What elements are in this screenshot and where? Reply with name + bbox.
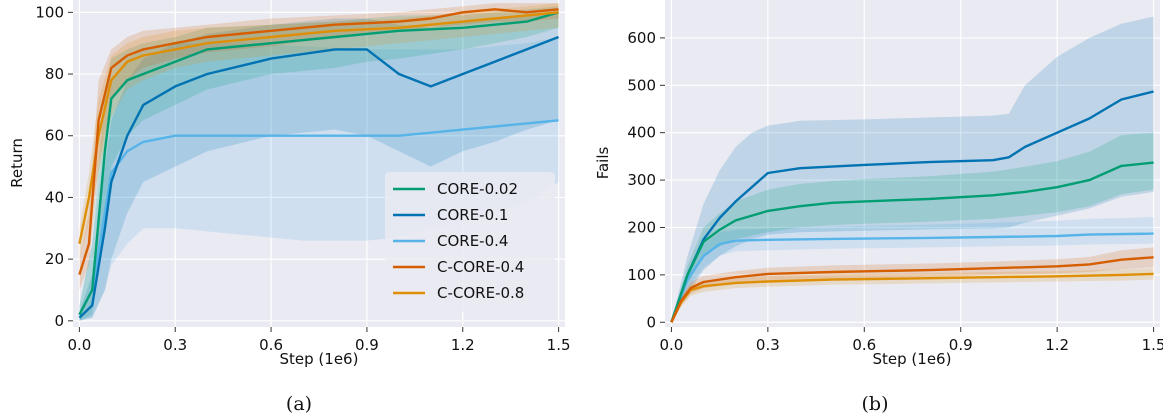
panel-b-x-tick-label: 0.0 bbox=[659, 336, 683, 354]
panel-a-line-c-core-04 bbox=[78, 8, 559, 275]
panel-a-y-tick-label: 60 bbox=[45, 127, 64, 145]
panel-a-x-tick-label: 0.3 bbox=[163, 336, 187, 354]
panel-a-y-tick-label: 80 bbox=[45, 65, 64, 83]
panel-b-x-tick-label: 0.3 bbox=[756, 336, 780, 354]
panel-a-x-ticks: 0.0 0.3 0.6 0.9 1.2 1.5 bbox=[67, 327, 571, 354]
panel-b-line-core-002 bbox=[670, 161, 1154, 323]
panel-a-y-ticks: 0 20 40 60 80 100 bbox=[35, 3, 73, 330]
panel-b: 0.0 0.3 0.6 0.9 1.2 1.5 0 100 200 300 400 500 600 S… bbox=[594, 0, 1163, 415]
panel-a-legend: CORE-0.02 CORE-0.1 CORE-0.4 C-CORE-0.4 C-COR… bbox=[385, 172, 555, 312]
panel-b-line-core-01 bbox=[670, 90, 1154, 323]
panel-b-lines bbox=[670, 90, 1154, 323]
panel-b-y-ticks: 0 100 200 300 400 500 600 bbox=[627, 29, 665, 331]
panel-a-band-c-core-08 bbox=[79, 3, 559, 260]
panel-a-x-tick-label: 0.0 bbox=[67, 336, 91, 354]
panel-b-y-tick-label: 200 bbox=[627, 218, 656, 236]
panel-b-x-tick-label: 0.6 bbox=[852, 336, 876, 354]
panel-b-caption: (b) bbox=[862, 393, 889, 415]
panel-a-lines bbox=[78, 8, 560, 319]
panel-a-line-c-core-08 bbox=[78, 11, 559, 244]
panel-a: 0.0 0.3 0.6 0.9 1.2 1.5 0 20 40 60 80 100 Step (1e… bbox=[8, 0, 571, 415]
panel-a-y-tick-label: 100 bbox=[35, 3, 64, 21]
panel-b-band-core-04 bbox=[671, 217, 1154, 323]
panel-b-x-tick-label: 0.9 bbox=[949, 336, 973, 354]
panel-b-line-c-core-04 bbox=[670, 256, 1154, 323]
panel-a-bands bbox=[79, 3, 559, 321]
panel-a-line-core-01 bbox=[78, 35, 560, 319]
panel-b-y-tick-label: 0 bbox=[646, 313, 656, 331]
panel-a-y-tick-label: 20 bbox=[45, 250, 64, 268]
panel-a-x-tick-label: 1.2 bbox=[451, 336, 475, 354]
panel-a-y-tick-label: 40 bbox=[45, 188, 64, 206]
panel-b-x-tick-label: 1.5 bbox=[1142, 336, 1163, 354]
panel-b-y-tick-label: 300 bbox=[627, 171, 656, 189]
legend-label-core-002: CORE-0.02 bbox=[437, 180, 518, 198]
panel-a-caption: (a) bbox=[286, 393, 312, 415]
panel-b-y-tick-label: 400 bbox=[627, 124, 656, 142]
panel-b-x-tick-label: 1.2 bbox=[1045, 336, 1069, 354]
panel-a-band-core-04 bbox=[79, 37, 559, 321]
panel-b-y-tick-label: 500 bbox=[627, 76, 656, 94]
panel-a-x-tick-label: 1.5 bbox=[547, 336, 571, 354]
panel-a-x-tick-label: 0.9 bbox=[355, 336, 379, 354]
panel-b-y-axis-label: Fails bbox=[594, 147, 612, 180]
legend-label-core-01: CORE-0.1 bbox=[437, 206, 508, 224]
panel-b-x-ticks: 0.0 0.3 0.6 0.9 1.2 1.5 bbox=[659, 327, 1163, 354]
panel-a-line-core-04 bbox=[78, 119, 559, 316]
panel-b-band-core-01 bbox=[671, 16, 1154, 323]
panel-b-y-tick-label: 100 bbox=[627, 266, 656, 284]
panel-a-x-tick-label: 0.6 bbox=[259, 336, 283, 354]
panel-a-x-axis-label: Step (1e6) bbox=[280, 350, 359, 368]
panel-b-y-tick-label: 600 bbox=[627, 29, 656, 47]
panel-a-line-core-002 bbox=[78, 11, 559, 316]
panel-a-y-axis-label: Return bbox=[8, 138, 26, 188]
panel-a-y-tick-label: 0 bbox=[54, 312, 64, 330]
panel-a-band-core-002 bbox=[79, 6, 559, 321]
panel-a-band-core-01 bbox=[79, 12, 559, 321]
panel-b-x-axis-label: Step (1e6) bbox=[873, 350, 952, 368]
panel-b-band-core-002 bbox=[671, 132, 1154, 323]
legend-label-c-core-04: C-CORE-0.4 bbox=[437, 258, 524, 276]
legend-label-c-core-08: C-CORE-0.8 bbox=[437, 284, 524, 302]
panel-b-line-core-04 bbox=[670, 232, 1154, 323]
legend-box bbox=[385, 172, 555, 312]
legend-label-core-04: CORE-0.4 bbox=[437, 232, 508, 250]
